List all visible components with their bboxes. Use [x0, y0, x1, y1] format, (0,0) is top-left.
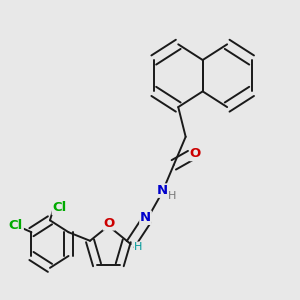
Text: Cl: Cl	[9, 219, 23, 232]
Text: H: H	[167, 191, 176, 201]
Text: Cl: Cl	[52, 201, 67, 214]
Text: N: N	[140, 211, 151, 224]
Text: N: N	[157, 184, 168, 197]
Text: O: O	[103, 217, 115, 230]
Text: H: H	[134, 242, 142, 252]
Text: O: O	[190, 148, 201, 160]
